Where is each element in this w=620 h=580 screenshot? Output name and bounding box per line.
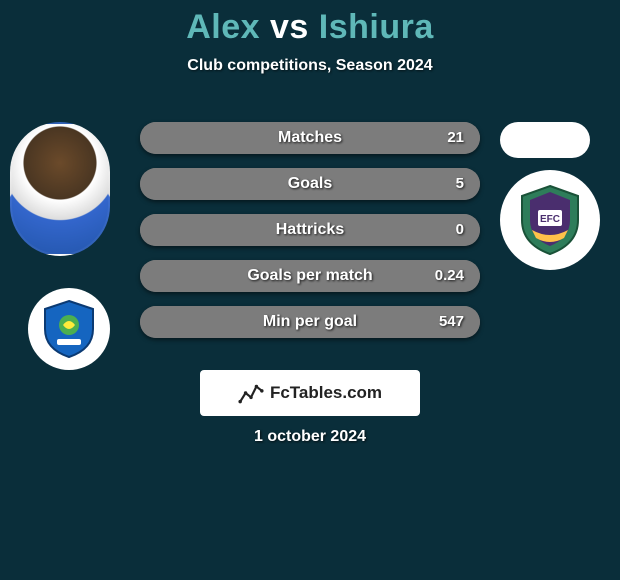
stat-value: 0 <box>456 214 464 246</box>
player2-name: Ishiura <box>319 8 434 46</box>
club-shield-icon: EFC <box>510 180 590 260</box>
stat-value: 5 <box>456 168 464 200</box>
site-branding: FcTables.com <box>200 370 420 416</box>
site-name: FcTables.com <box>270 383 382 403</box>
chart-icon <box>238 380 264 406</box>
stat-row: Goals5 <box>140 168 480 200</box>
stat-label: Goals per match <box>140 260 480 292</box>
player1-name: Alex <box>186 8 260 46</box>
stat-row: Matches21 <box>140 122 480 154</box>
player2-club-badge: EFC <box>500 170 600 270</box>
player1-photo <box>10 122 110 256</box>
stat-label: Min per goal <box>140 306 480 338</box>
stat-row: Goals per match0.24 <box>140 260 480 292</box>
stat-value: 0.24 <box>435 260 464 292</box>
stats-container: Matches21 Goals5 Hattricks0 Goals per match… <box>140 122 480 352</box>
player2-top-badge <box>500 122 590 158</box>
player1-club-badge <box>28 288 110 370</box>
stat-label: Goals <box>140 168 480 200</box>
stat-label: Matches <box>140 122 480 154</box>
svg-text:EFC: EFC <box>540 214 560 225</box>
club-shield-icon <box>37 297 101 361</box>
stat-row: Hattricks0 <box>140 214 480 246</box>
stat-row: Min per goal547 <box>140 306 480 338</box>
subtitle: Club competitions, Season 2024 <box>0 57 620 75</box>
stat-label: Hattricks <box>140 214 480 246</box>
snapshot-date: 1 october 2024 <box>0 428 620 446</box>
vs-text: vs <box>270 8 309 46</box>
comparison-title: Alex vs Ishiura <box>0 0 620 47</box>
stat-value: 21 <box>447 122 464 154</box>
stat-value: 547 <box>439 306 464 338</box>
